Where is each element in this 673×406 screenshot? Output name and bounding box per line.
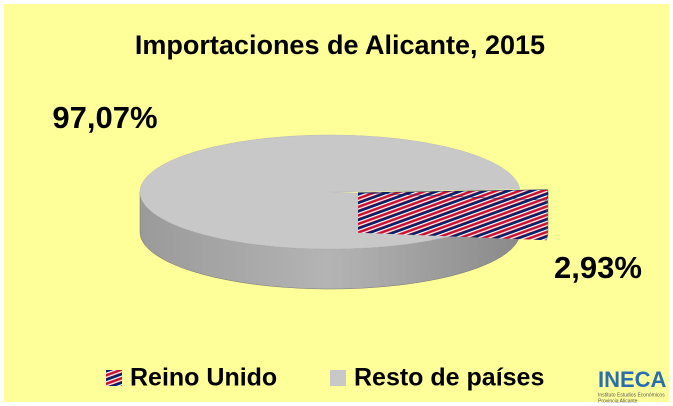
slice [357,189,549,241]
slice-top [357,189,549,201]
legend-swatch [330,370,346,386]
logo: INECA Instituto Estudios Económicos Prov… [598,367,667,405]
slice-face [358,192,547,241]
logo-line: Provincia Alicante [598,398,638,404]
logo-name: INECA [598,367,667,392]
pie [139,134,549,290]
data-label: 97,07% [52,100,157,135]
legend: Reino Unido Resto de países [106,364,544,392]
data-label: 2,93% [554,250,642,285]
legend-label: Reino Unido [130,364,277,392]
legend-swatch [106,370,122,386]
chart-title: Importaciones de Alicante, 2015 [135,30,545,60]
legend-label: Resto de países [354,364,544,392]
logo-line: Instituto Estudios Económicos [598,392,665,398]
